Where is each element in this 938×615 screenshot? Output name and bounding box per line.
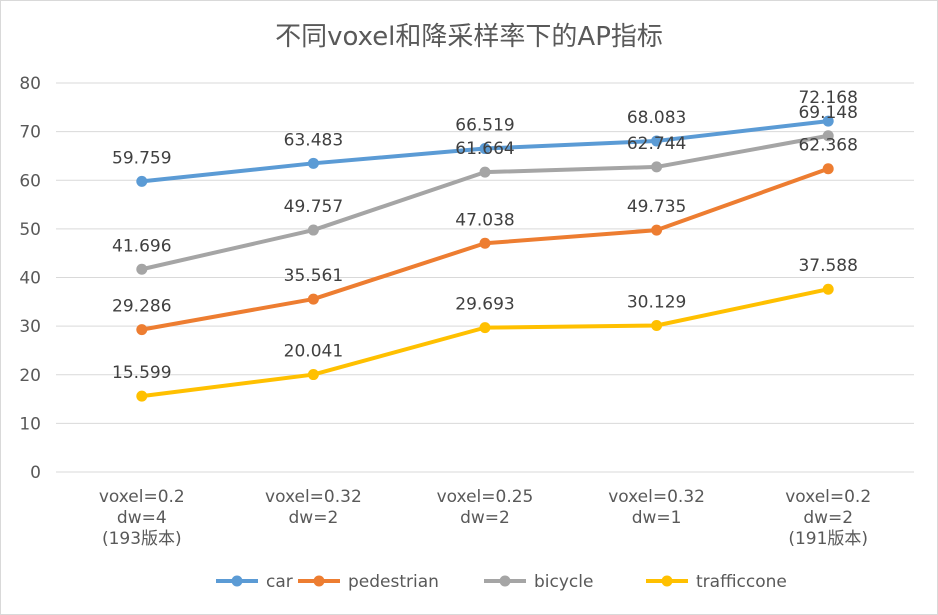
x-category-line: (191版本) [788,529,868,549]
x-category-label: voxel=0.32 dw=2 [265,487,362,528]
legend-item-trafficcone: trafficcone [646,572,787,592]
y-tick-label: 20 [19,366,41,386]
data-point-bicycle [136,264,147,275]
data-label-car: 59.759 [112,148,171,168]
data-label-bicycle: 62.744 [627,134,686,154]
legend-item-pedestrian: pedestrian [298,572,439,592]
y-tick-label: 60 [19,171,41,191]
y-tick-label: 50 [19,220,41,240]
data-point-trafficcone [823,284,834,295]
data-label-car: 63.483 [284,130,343,150]
data-point-bicycle [480,167,491,178]
data-point-car [136,176,147,187]
x-category-label: voxel=0.32 dw=1 [608,487,705,528]
legend-item-bicycle: bicycle [484,572,593,592]
x-category-line: dw=2 [460,508,510,528]
data-point-pedestrian [480,238,491,249]
x-category-line: voxel=0.32 [608,487,705,507]
data-label-trafficcone: 15.599 [112,363,171,383]
data-point-pedestrian [308,294,319,305]
legend-label: bicycle [534,572,593,592]
x-category-line: voxel=0.32 [265,487,362,507]
data-label-trafficcone: 29.693 [455,295,514,315]
data-label-pedestrian: 49.735 [627,197,686,217]
data-label-bicycle: 61.664 [455,139,514,159]
legend-label: car [266,572,293,592]
data-point-trafficcone [480,322,491,333]
legend-swatch-marker [232,576,243,587]
legend-label: pedestrian [348,572,439,592]
data-label-trafficcone: 20.041 [284,342,343,362]
data-point-trafficcone [651,320,662,331]
data-label-trafficcone: 30.129 [627,292,686,312]
y-tick-label: 10 [19,414,41,434]
x-category-line: dw=1 [632,508,682,528]
legend-swatch-marker [314,576,325,587]
data-label-bicycle: 49.757 [284,197,343,217]
data-label-bicycle: 69.148 [798,103,857,123]
data-label-car: 66.519 [455,116,514,136]
x-category-label: voxel=0.2 dw=4 (193版本) [99,487,185,549]
x-category-line: voxel=0.2 [99,487,185,507]
data-point-pedestrian [136,324,147,335]
data-label-trafficcone: 37.588 [798,256,857,276]
x-category-line: voxel=0.2 [785,487,871,507]
data-label-pedestrian: 47.038 [455,210,514,230]
legend-item-car: car [216,572,293,592]
x-category-line: dw=4 [117,508,167,528]
x-category-label: voxel=0.25 dw=2 [437,487,534,528]
y-tick-label: 80 [19,74,41,94]
x-category-line: voxel=0.25 [437,487,534,507]
data-label-car: 68.083 [627,108,686,128]
x-category-label: voxel=0.2 dw=2 (191版本) [785,487,871,549]
data-point-car [308,158,319,169]
data-point-pedestrian [651,225,662,236]
data-point-trafficcone [308,369,319,380]
data-label-pedestrian: 29.286 [112,297,171,317]
x-category-line: dw=2 [803,508,853,528]
data-label-bicycle: 41.696 [112,236,171,256]
legend: car pedestrian bicycle trafficcone [216,572,787,592]
y-tick-label: 40 [19,269,41,289]
x-category-line: dw=2 [289,508,339,528]
y-tick-label: 0 [30,463,41,483]
data-label-pedestrian: 35.561 [284,266,343,286]
x-category-line: (193版本) [102,529,182,549]
data-label-pedestrian: 62.368 [798,136,857,156]
legend-swatch-marker [500,576,511,587]
data-point-pedestrian [823,163,834,174]
data-point-trafficcone [136,391,147,402]
legend-swatch-marker [662,576,673,587]
y-tick-label: 30 [19,317,41,337]
y-tick-label: 70 [19,123,41,143]
chart-title: 不同voxel和降采样率下的AP指标 [275,22,663,52]
data-point-bicycle [651,161,662,172]
data-point-bicycle [308,225,319,236]
legend-label: trafficcone [696,572,787,592]
